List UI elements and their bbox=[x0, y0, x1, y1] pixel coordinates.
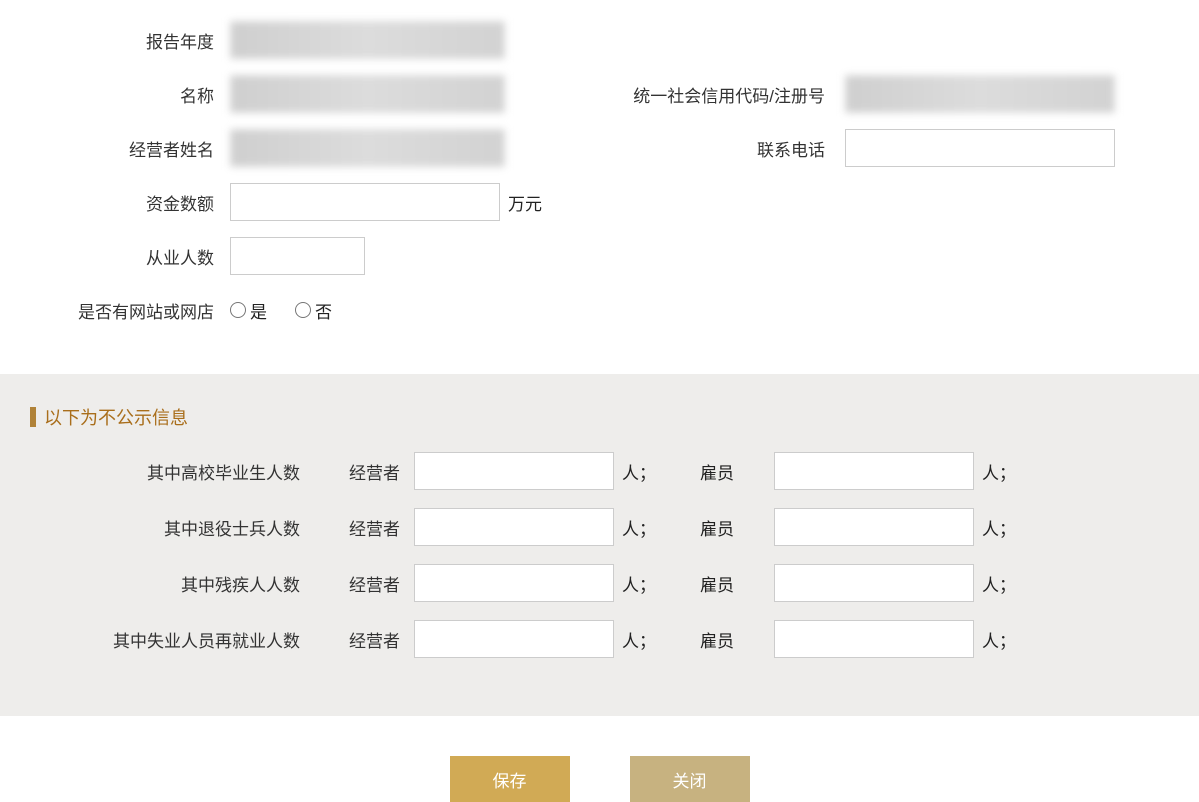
sub-employee-0: 雇员 bbox=[700, 459, 760, 484]
title-bar-icon bbox=[30, 407, 36, 427]
label-has-website: 是否有网站或网店 bbox=[30, 298, 230, 323]
row-name: 名称 统一社会信用代码/注册号 bbox=[30, 74, 1169, 114]
row-has-website: 是否有网站或网店 是 否 bbox=[30, 290, 1169, 330]
label-report-year: 报告年度 bbox=[30, 28, 230, 53]
label-credit-code: 统一社会信用代码/注册号 bbox=[505, 82, 845, 107]
private-info-section: 以下为不公示信息 其中高校毕业生人数 经营者 人； 雇员 人； 其中退役士兵人数… bbox=[0, 374, 1199, 716]
label-capital: 资金数额 bbox=[30, 190, 230, 215]
row-report-year: 报告年度 bbox=[30, 20, 1169, 60]
public-info-section: 报告年度 名称 统一社会信用代码/注册号 经营者姓名 联系电话 资金数额 万元 bbox=[0, 0, 1199, 374]
input-capital[interactable] bbox=[230, 183, 500, 221]
radio-yes[interactable] bbox=[230, 302, 246, 318]
input-phone[interactable] bbox=[845, 129, 1115, 167]
sub-employee-1: 雇员 bbox=[700, 515, 760, 540]
input-report-year bbox=[230, 21, 505, 59]
row-employees: 从业人数 bbox=[30, 236, 1169, 276]
close-button[interactable]: 关闭 bbox=[630, 756, 750, 802]
priv-row-veterans: 其中退役士兵人数 经营者 人； 雇员 人； bbox=[30, 508, 1169, 546]
sub-operator-2: 经营者 bbox=[330, 571, 400, 596]
input-employees[interactable] bbox=[230, 237, 365, 275]
priv-row-disabled: 其中残疾人人数 经营者 人； 雇员 人； bbox=[30, 564, 1169, 602]
priv-label-disabled: 其中残疾人人数 bbox=[30, 571, 330, 596]
label-phone: 联系电话 bbox=[505, 136, 845, 161]
unit-2b: 人； bbox=[982, 571, 1032, 596]
button-bar: 保存 关闭 bbox=[0, 716, 1199, 802]
label-employees: 从业人数 bbox=[30, 244, 230, 269]
unit-3b: 人； bbox=[982, 627, 1032, 652]
radio-no-label: 否 bbox=[315, 298, 332, 323]
input-reemployed-operator[interactable] bbox=[414, 620, 614, 658]
private-section-title: 以下为不公示信息 bbox=[30, 404, 1169, 430]
unit-0b: 人； bbox=[982, 459, 1032, 484]
row-operator: 经营者姓名 联系电话 bbox=[30, 128, 1169, 168]
unit-3a: 人； bbox=[622, 627, 672, 652]
sub-operator-3: 经营者 bbox=[330, 627, 400, 652]
priv-label-graduates: 其中高校毕业生人数 bbox=[30, 459, 330, 484]
input-name bbox=[230, 75, 505, 113]
input-veterans-employee[interactable] bbox=[774, 508, 974, 546]
priv-label-veterans: 其中退役士兵人数 bbox=[30, 515, 330, 540]
input-graduates-employee[interactable] bbox=[774, 452, 974, 490]
input-disabled-employee[interactable] bbox=[774, 564, 974, 602]
input-disabled-operator[interactable] bbox=[414, 564, 614, 602]
unit-0a: 人； bbox=[622, 459, 672, 484]
capital-unit: 万元 bbox=[508, 190, 542, 215]
sub-operator-1: 经营者 bbox=[330, 515, 400, 540]
radio-no[interactable] bbox=[295, 302, 311, 318]
label-name: 名称 bbox=[30, 82, 230, 107]
unit-1a: 人； bbox=[622, 515, 672, 540]
priv-row-graduates: 其中高校毕业生人数 经营者 人； 雇员 人； bbox=[30, 452, 1169, 490]
input-credit-code bbox=[845, 75, 1115, 113]
radio-yes-wrapper[interactable]: 是 bbox=[230, 298, 267, 323]
label-operator-name: 经营者姓名 bbox=[30, 136, 230, 161]
save-button[interactable]: 保存 bbox=[450, 756, 570, 802]
sub-operator-0: 经营者 bbox=[330, 459, 400, 484]
input-operator-name bbox=[230, 129, 505, 167]
radio-yes-label: 是 bbox=[250, 298, 267, 323]
sub-employee-2: 雇员 bbox=[700, 571, 760, 596]
sub-employee-3: 雇员 bbox=[700, 627, 760, 652]
unit-1b: 人； bbox=[982, 515, 1032, 540]
input-reemployed-employee[interactable] bbox=[774, 620, 974, 658]
input-graduates-operator[interactable] bbox=[414, 452, 614, 490]
priv-label-reemployed: 其中失业人员再就业人数 bbox=[30, 627, 330, 652]
unit-2a: 人； bbox=[622, 571, 672, 596]
radio-no-wrapper[interactable]: 否 bbox=[295, 298, 332, 323]
input-veterans-operator[interactable] bbox=[414, 508, 614, 546]
private-title-text: 以下为不公示信息 bbox=[44, 404, 188, 430]
row-capital: 资金数额 万元 bbox=[30, 182, 1169, 222]
priv-row-reemployed: 其中失业人员再就业人数 经营者 人； 雇员 人； bbox=[30, 620, 1169, 658]
